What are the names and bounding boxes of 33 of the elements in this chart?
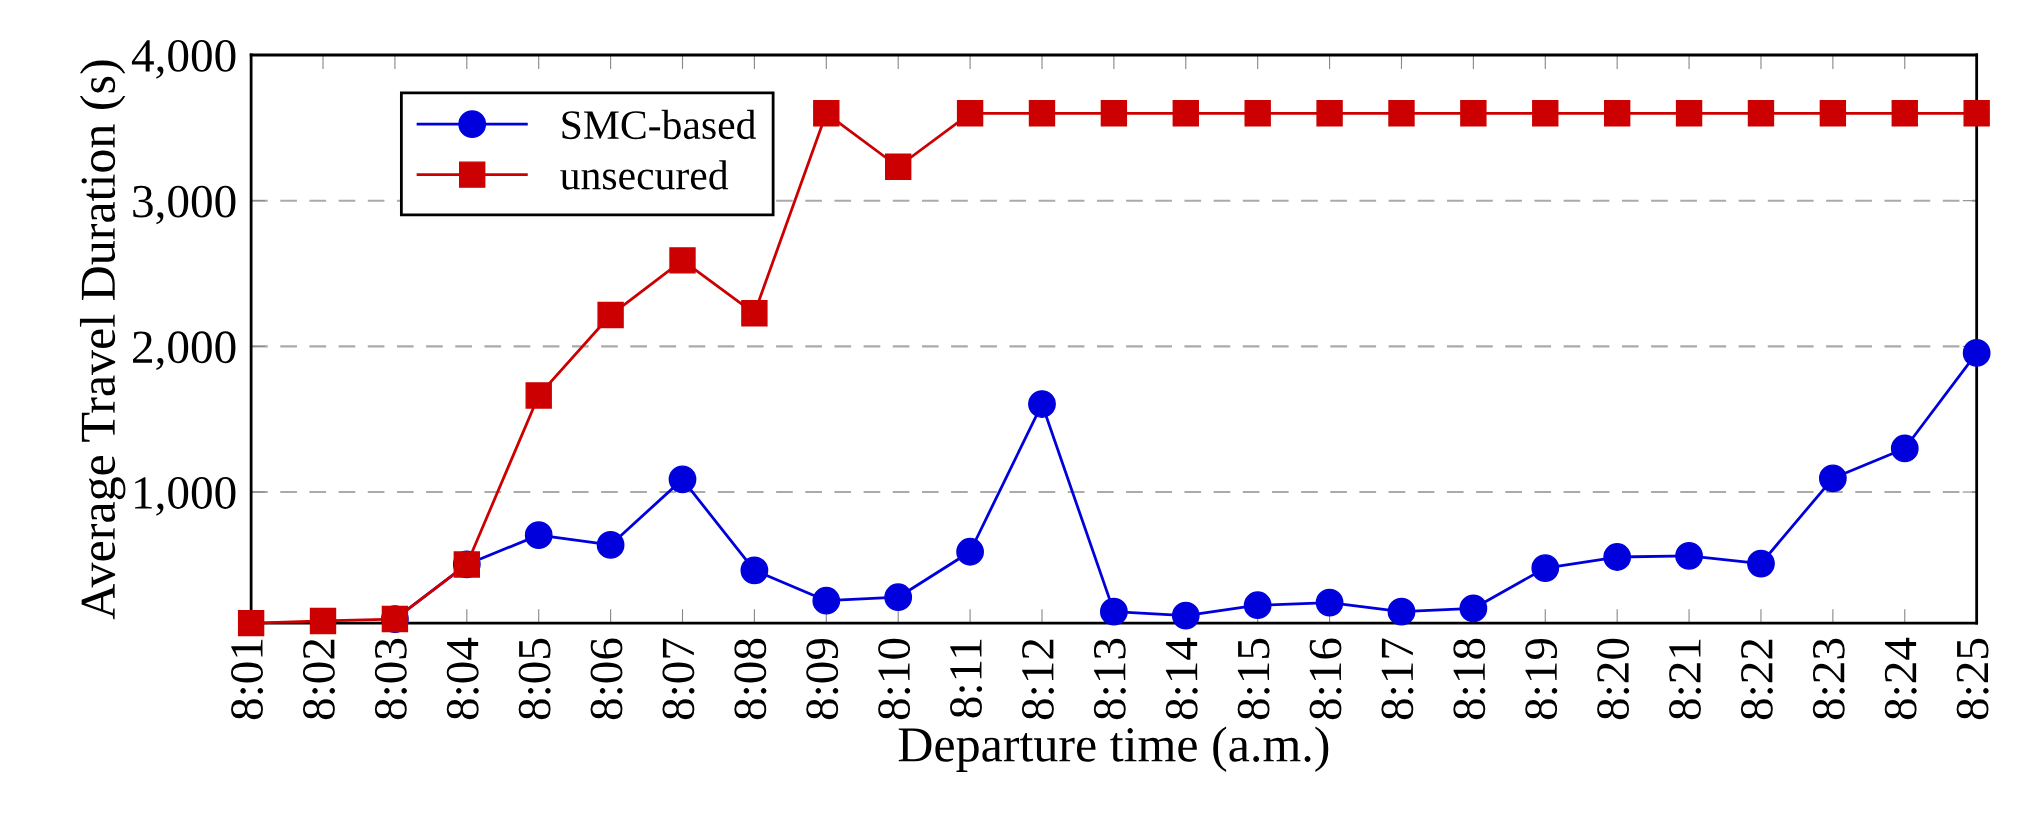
x-tick-label: 8:20 xyxy=(1597,638,1630,720)
x-tick-label: 8:16 xyxy=(1309,638,1342,720)
x-tick-label: 8:25 xyxy=(1956,638,1989,720)
x-tick-label: 8:04 xyxy=(446,637,479,720)
y-tick-label: 2,000 xyxy=(133,331,236,370)
x-tick-label: 8:21 xyxy=(1669,639,1702,720)
x-tick-label: 8:23 xyxy=(1812,638,1845,720)
x-tick-label: 8:22 xyxy=(1740,639,1773,720)
x-tick-label: 8:24 xyxy=(1884,637,1917,720)
x-tick-label: 8:19 xyxy=(1525,638,1558,720)
x-tick-label: 8:12 xyxy=(1021,639,1055,720)
legend-label: unsecured xyxy=(560,160,729,190)
x-tick-label: 8:13 xyxy=(1093,638,1126,720)
x-tick-label: 8:15 xyxy=(1237,638,1270,720)
x-tick-label: 8:06 xyxy=(590,638,623,720)
x-tick-label: 8:14 xyxy=(1165,637,1198,720)
x-tick-label: 8:03 xyxy=(374,638,407,720)
x-tick-label: 8:18 xyxy=(1453,638,1486,720)
x-tick-label: 8:09 xyxy=(806,638,839,720)
x-tick-label: 8:10 xyxy=(878,638,911,720)
x-tick-label: 8:01 xyxy=(231,639,264,720)
legend-label: SMC-based xyxy=(562,109,756,140)
x-tick-label: 8:11 xyxy=(950,639,983,718)
x-tick-label: 8:08 xyxy=(734,638,767,720)
y-tick-label: 1,000 xyxy=(135,477,236,516)
x-tick-label: 8:05 xyxy=(518,638,551,720)
y-tick-label: 4,000 xyxy=(131,39,236,79)
x-tick-label: 8:07 xyxy=(662,638,695,720)
y-axis-title: Average Travel Duration (s) xyxy=(79,60,126,620)
y-tick-label: 3,000 xyxy=(133,185,236,225)
x-tick-label: 8:17 xyxy=(1381,638,1414,720)
x-tick-label: 8:02 xyxy=(302,639,336,720)
x-axis-title: Departure time (a.m.) xyxy=(898,726,1329,772)
